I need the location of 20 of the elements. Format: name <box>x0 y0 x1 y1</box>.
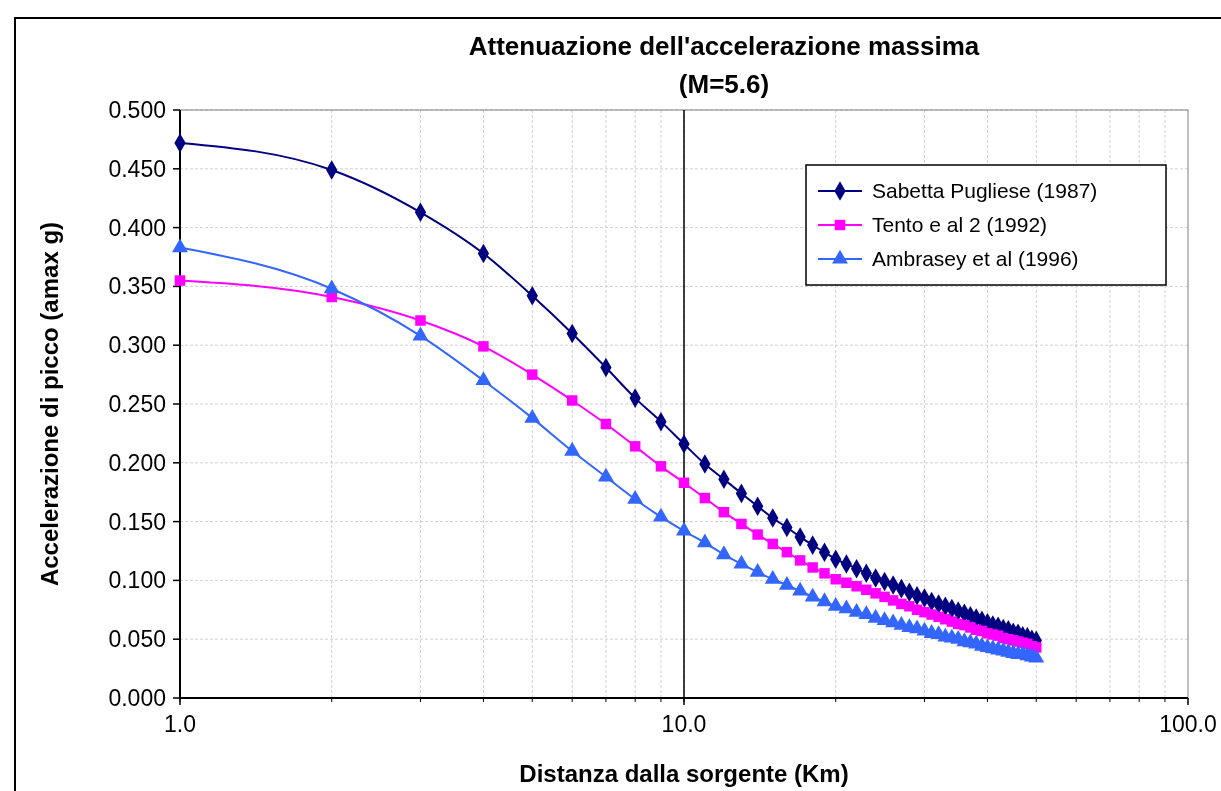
y-tick-label: 0.300 <box>108 332 166 359</box>
x-tick-label: 100.0 <box>1159 711 1217 737</box>
legend-label: Ambrasey et al (1996) <box>872 247 1079 271</box>
y-tick-label: 0.350 <box>108 273 166 300</box>
y-tick-label: 0.250 <box>108 391 166 418</box>
legend-label: Sabetta Pugliese (1987) <box>872 179 1098 203</box>
y-tick-label: 0.500 <box>108 97 166 124</box>
y-tick-label: 0.000 <box>108 685 166 712</box>
y-tick-label: 0.400 <box>108 214 166 241</box>
y-tick-label: 0.150 <box>108 508 166 535</box>
x-axis-title: Distanza dalla sorgente (Km) <box>519 760 849 787</box>
legend-label: Tento e al 2 (1992) <box>872 213 1048 237</box>
chart-title: Attenuazione dell'accelerazione massima (M=5.6) <box>468 31 980 99</box>
y-axis-title: Accelerazione di picco (amax g) <box>36 221 63 587</box>
x-tick-label: 10.0 <box>661 711 707 737</box>
y-tick-label: 0.050 <box>108 626 166 653</box>
y-tick-label: 0.100 <box>108 567 166 594</box>
x-tick-label: 1.0 <box>164 711 196 737</box>
y-tick-label: 0.200 <box>108 449 166 476</box>
y-tick-label: 0.450 <box>108 155 166 182</box>
